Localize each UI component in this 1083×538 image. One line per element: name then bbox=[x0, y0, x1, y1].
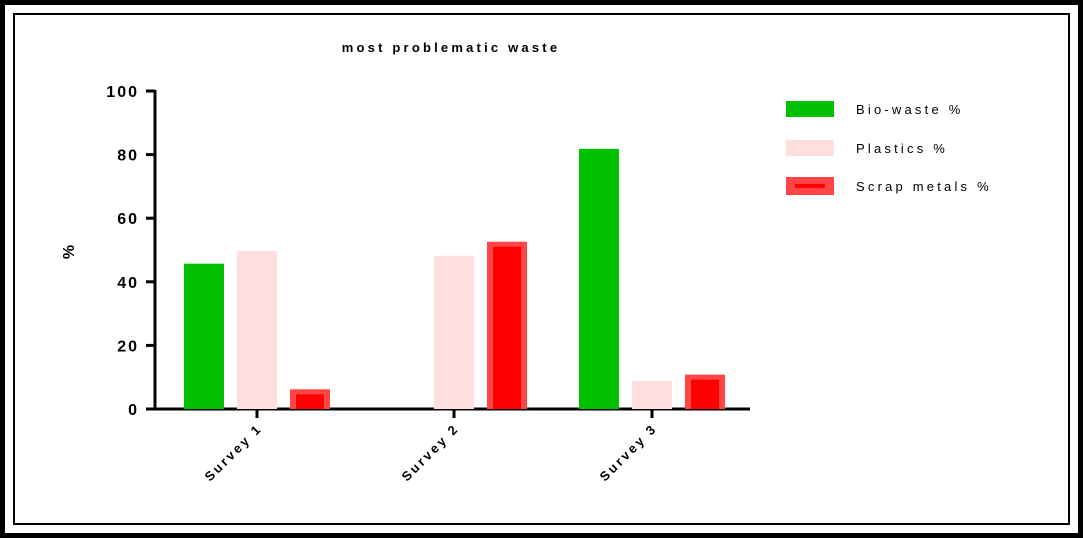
y-axis-label: % bbox=[61, 245, 78, 259]
bar-bio-waste-1 bbox=[184, 263, 224, 409]
y-tick-label: 0 bbox=[128, 402, 139, 419]
bar-plastics-1 bbox=[237, 250, 277, 409]
y-tick-label: 80 bbox=[117, 148, 139, 165]
bar-scrap-metals-2-core bbox=[493, 246, 521, 409]
legend-label: Scrap metals % bbox=[856, 179, 992, 194]
legend-item: Plastics % bbox=[786, 140, 948, 156]
legend-item: Scrap metals % bbox=[786, 177, 992, 195]
y-tick-label: 20 bbox=[117, 338, 139, 355]
chart-title: most problematic waste bbox=[342, 40, 561, 55]
legend-swatch bbox=[786, 140, 834, 156]
bars bbox=[184, 148, 725, 409]
legend: Bio-waste % Plastics % Scrap metals % bbox=[786, 101, 992, 195]
x-tick-label: Survey 3 bbox=[596, 421, 660, 485]
legend-item: Bio-waste % bbox=[786, 101, 963, 117]
bar-plastics-2 bbox=[434, 255, 474, 409]
legend-swatch bbox=[786, 101, 834, 117]
bar-bio-waste-3 bbox=[579, 148, 619, 409]
y-tick-label: 100 bbox=[106, 84, 139, 101]
bar-scrap-metals-3-core bbox=[691, 379, 719, 409]
bar-plastics-3 bbox=[632, 381, 672, 409]
legend-swatch-core bbox=[795, 184, 825, 188]
legend-label: Bio-waste % bbox=[856, 102, 963, 117]
y-tick-label: 60 bbox=[117, 211, 139, 228]
x-tick-label: Survey 1 bbox=[201, 421, 265, 485]
y-tick-label: 40 bbox=[117, 275, 139, 292]
x-tick-label: Survey 2 bbox=[398, 421, 462, 485]
bar-scrap-metals-1-core bbox=[296, 394, 324, 409]
legend-label: Plastics % bbox=[856, 141, 948, 156]
chart-inner-border bbox=[13, 13, 1070, 525]
